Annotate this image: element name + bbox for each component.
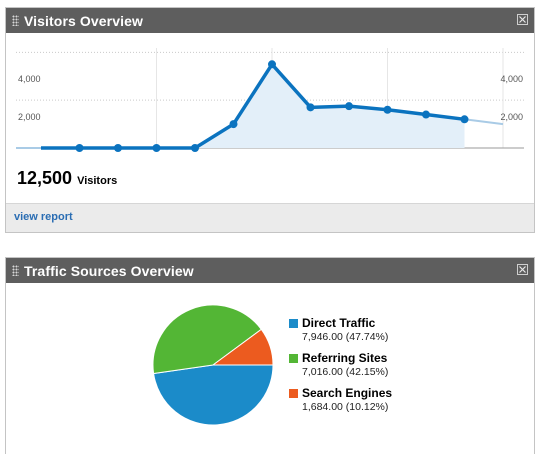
visitors-total: 12,500 Visitors	[17, 168, 117, 189]
y-tick-left-4000: 4,000	[18, 74, 41, 84]
data-point[interactable]	[383, 105, 392, 114]
panel-title: Visitors Overview	[24, 12, 143, 29]
legend-value: 7,016.00 (42.15%)	[302, 366, 389, 378]
data-point[interactable]	[229, 120, 238, 129]
legend-label: Referring Sites	[302, 351, 388, 365]
data-point[interactable]	[460, 115, 469, 124]
legend-swatch	[289, 319, 298, 328]
data-point[interactable]	[191, 144, 199, 152]
traffic-pie-chart	[146, 298, 281, 433]
view-report-link[interactable]: view report	[14, 211, 73, 223]
panel-footer: view report	[6, 203, 534, 232]
y-tick-right-2000: 2,000	[500, 112, 523, 122]
close-icon[interactable]	[517, 264, 528, 275]
y-tick-left-2000: 2,000	[18, 112, 41, 122]
pie-slice-referring-sites[interactable]	[152, 304, 262, 375]
legend-item-search-engines: Search Engines 1,684.00 (10.12%)	[289, 386, 392, 414]
drag-handle-icon[interactable]	[12, 265, 19, 276]
data-point[interactable]	[75, 144, 84, 152]
visitors-overview-panel: Visitors Overview 4,000 2,000 4,000 2,00…	[5, 7, 535, 233]
visitors-total-number: 12,500	[17, 168, 73, 188]
legend-item-referring-sites: Referring Sites 7,016.00 (42.15%)	[289, 351, 392, 379]
y-tick-right-4000: 4,000	[500, 74, 523, 84]
chart-tail-line	[464, 118, 504, 126]
panel-title: Traffic Sources Overview	[24, 262, 194, 279]
drag-handle-icon[interactable]	[12, 15, 19, 26]
legend-item-direct-traffic: Direct Traffic 7,946.00 (47.74%)	[289, 316, 392, 344]
panel-header[interactable]: Traffic Sources Overview	[6, 258, 534, 283]
pie-legend: Direct Traffic 7,946.00 (47.74%) Referri…	[289, 316, 392, 421]
legend-value: 1,684.00 (10.12%)	[302, 401, 389, 413]
visitors-chart: 4,000 2,000 4,000 2,000	[6, 33, 534, 153]
chart-line	[41, 62, 465, 150]
visitors-chart-svg: 4,000 2,000 4,000 2,000	[16, 48, 524, 152]
pie-slice-direct-traffic[interactable]	[153, 364, 274, 426]
panel-header[interactable]: Visitors Overview	[6, 8, 534, 33]
data-point[interactable]	[345, 102, 353, 111]
legend-value: 7,946.00 (47.74%)	[302, 331, 389, 343]
traffic-sources-panel: Traffic Sources Overview Direct Traffic …	[5, 257, 535, 454]
data-point[interactable]	[422, 110, 430, 119]
data-point[interactable]	[268, 60, 276, 69]
close-icon[interactable]	[517, 14, 528, 25]
data-point[interactable]	[152, 144, 161, 152]
legend-label: Search Engines	[302, 386, 393, 400]
data-point[interactable]	[306, 103, 315, 112]
visitors-total-label: Visitors	[77, 175, 118, 187]
legend-swatch	[289, 354, 298, 363]
chart-area-fill	[41, 64, 465, 148]
pie-slice-search-engines[interactable]	[211, 328, 274, 366]
legend-swatch	[289, 389, 298, 398]
data-point[interactable]	[114, 144, 122, 152]
legend-label: Direct Traffic	[302, 316, 376, 330]
pie-chart-svg	[152, 304, 274, 426]
